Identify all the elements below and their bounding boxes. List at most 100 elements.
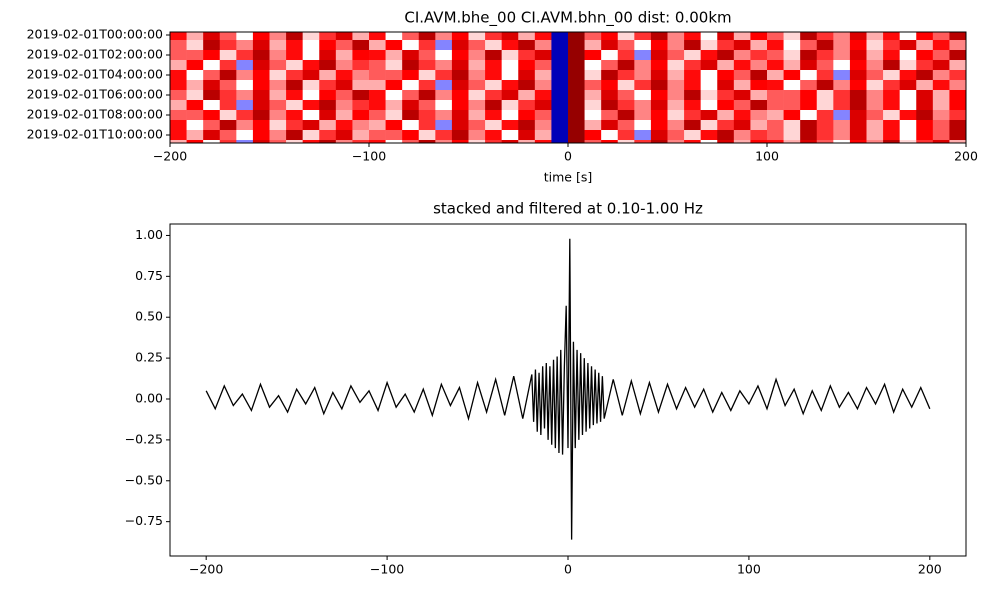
heatmap-cell	[319, 90, 337, 101]
heatmap-cell	[783, 90, 801, 101]
heatmap-cell	[767, 50, 784, 61]
heatmap-cell	[916, 40, 934, 51]
heatmap-cell	[203, 100, 221, 111]
y-tick-label: 1.00	[135, 227, 163, 242]
heatmap-cell	[767, 80, 784, 91]
heatmap-cell	[418, 130, 436, 141]
heatmap-cell	[783, 100, 801, 111]
heatmap-cell	[286, 100, 303, 111]
heatmap-cell	[932, 130, 950, 141]
heatmap-cell	[800, 50, 818, 61]
heatmap-cell	[733, 100, 751, 111]
heatmap-cell	[800, 140, 818, 143]
heatmap-cell	[684, 90, 701, 101]
chart-title: CI.AVM.bhe_00 CI.AVM.bhn_00 dist: 0.00km	[404, 9, 731, 28]
heatmap-cell	[236, 60, 254, 71]
heatmap-cell	[435, 80, 453, 91]
heatmap-cell	[916, 70, 934, 81]
heatmap-cell	[750, 90, 768, 101]
heatmap-cell	[700, 100, 718, 111]
x-tick-label: −100	[370, 562, 404, 577]
heatmap-cell	[286, 120, 303, 131]
heatmap-cell	[236, 80, 254, 91]
heatmap-cell	[186, 70, 204, 81]
heatmap-cell	[451, 90, 469, 101]
heatmap-cell	[601, 70, 619, 81]
heatmap-cell	[451, 130, 469, 141]
heatmap-cell	[402, 100, 420, 111]
heatmap-cell	[783, 50, 801, 61]
heatmap-cell	[335, 60, 353, 71]
heatmap-cell	[650, 32, 668, 41]
heatmap-cell	[866, 50, 884, 61]
heatmap-cell	[418, 120, 436, 131]
heatmap-cell	[667, 50, 685, 61]
heatmap-cell	[534, 32, 552, 41]
heatmap-cell	[750, 110, 768, 121]
heatmap-cell	[252, 130, 270, 141]
heatmap-cell	[335, 70, 353, 81]
heatmap-cell	[402, 70, 420, 81]
heatmap-cell	[236, 130, 254, 141]
heatmap-cell	[518, 50, 536, 61]
heatmap-cell	[833, 120, 851, 131]
heatmap-cell	[617, 70, 635, 81]
heatmap-area	[170, 32, 966, 143]
heatmap-cell	[219, 110, 237, 121]
heatmap-cell	[252, 40, 270, 51]
heatmap-cell	[866, 90, 884, 101]
heatmap-cell	[684, 40, 701, 51]
heatmap-cell	[684, 120, 701, 131]
heatmap-cell	[601, 120, 619, 131]
heatmap-cell	[534, 100, 552, 111]
heatmap-cell	[551, 100, 569, 111]
heatmap-cell	[717, 110, 735, 121]
heatmap-cell	[352, 110, 370, 121]
heatmap-cell	[302, 90, 320, 101]
heatmap-cell	[866, 110, 884, 121]
heatmap-cell	[568, 90, 585, 101]
heatmap-cell	[783, 110, 801, 121]
heatmap-cell	[849, 140, 867, 143]
heatmap-cell	[816, 100, 834, 111]
heatmap-cell	[584, 90, 602, 101]
heatmap-cell	[634, 120, 652, 131]
heatmap-cell	[684, 140, 701, 143]
heatmap-cell	[451, 70, 469, 81]
heatmap-cell	[650, 140, 668, 143]
heatmap-cell	[800, 40, 818, 51]
heatmap-cell	[186, 110, 204, 121]
heatmap-cell	[186, 50, 204, 61]
heatmap-cell	[468, 32, 486, 41]
heatmap-cell	[352, 40, 370, 51]
heatmap-cell	[435, 130, 453, 141]
x-tick-label: −100	[352, 149, 386, 164]
y-tick-label: 2019-02-01T02:00:00	[27, 47, 163, 62]
heatmap-cell	[767, 120, 784, 131]
heatmap-cell	[352, 80, 370, 91]
heatmap-cell	[302, 32, 320, 41]
heatmap-cell	[402, 80, 420, 91]
heatmap-cell	[700, 140, 718, 143]
heatmap-cell	[203, 32, 221, 41]
heatmap-cell	[584, 120, 602, 131]
heatmap-cell	[551, 140, 569, 143]
heatmap-cell	[319, 70, 337, 81]
heatmap-cell	[584, 32, 602, 41]
y-tick-label: 0.50	[135, 309, 163, 324]
heatmap-cell	[700, 80, 718, 91]
heatmap-cell	[584, 50, 602, 61]
heatmap-cell	[402, 140, 420, 143]
heatmap-cell	[219, 40, 237, 51]
heatmap-cell	[269, 110, 287, 121]
heatmap-cell	[949, 70, 966, 81]
y-tick-label: −0.50	[125, 472, 163, 487]
heatmap-cell	[518, 32, 536, 41]
heatmap-cell	[485, 120, 502, 131]
heatmap-cell	[236, 40, 254, 51]
heatmap-cell	[849, 100, 867, 111]
heatmap-cell	[700, 50, 718, 61]
heatmap-cell	[451, 40, 469, 51]
heatmap-cell	[866, 120, 884, 131]
